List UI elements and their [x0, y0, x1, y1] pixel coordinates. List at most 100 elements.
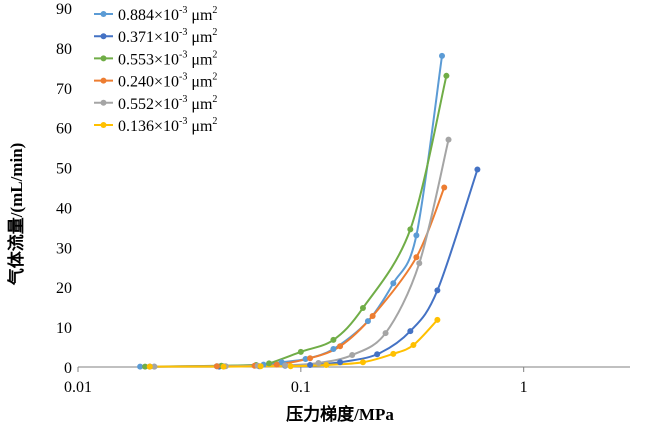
series-line-2	[149, 169, 479, 368]
legend-item: 0.371×10-3 μm2	[94, 27, 217, 46]
legend-label-exponent: -3	[179, 5, 187, 16]
legend-marker	[100, 77, 107, 84]
data-point	[337, 359, 344, 366]
data-point	[434, 287, 441, 294]
legend-label-unit: μm	[187, 51, 213, 68]
legend-label-main: 0.371×10	[118, 29, 179, 46]
y-tick-label: 10	[56, 320, 72, 337]
series-line-6	[149, 319, 439, 368]
data-point	[445, 136, 452, 143]
y-tick-label: 40	[56, 200, 72, 217]
legend-label-unit-exponent: 2	[212, 72, 217, 83]
data-point	[307, 362, 314, 369]
legend-item: 0.552×10-3 μm2	[94, 94, 217, 113]
y-tick-label: 0	[64, 360, 72, 377]
data-point	[369, 312, 376, 319]
legend-item: 0.884×10-3 μm2	[94, 5, 217, 24]
data-point	[220, 363, 227, 370]
legend-label-unit: μm	[187, 7, 213, 24]
data-point	[390, 350, 397, 357]
legend-item: 0.553×10-3 μm2	[94, 49, 217, 68]
data-point	[441, 184, 448, 191]
legend-label-exponent: -3	[179, 116, 187, 127]
legend-label-main: 0.136×10	[118, 118, 179, 135]
legend-label-unit-exponent: 2	[212, 49, 217, 60]
legend-label-unit-exponent: 2	[212, 27, 217, 38]
data-point	[407, 226, 414, 233]
legend-label-unit: μm	[187, 118, 213, 135]
x-tick-label: 0.1	[291, 379, 311, 396]
legend-item: 0.240×10-3 μm2	[94, 72, 217, 91]
legend-label-unit: μm	[187, 29, 213, 46]
legend-label: 0.884×10-3 μm2	[118, 5, 217, 24]
x-tick-label: 1	[520, 379, 528, 396]
legend-label-unit: μm	[187, 74, 213, 91]
data-point	[257, 363, 264, 370]
data-point	[337, 343, 344, 350]
data-point	[359, 359, 366, 366]
data-point	[323, 362, 330, 369]
legend-label-exponent: -3	[179, 94, 187, 105]
y-tick-label: 50	[56, 161, 72, 178]
data-point	[443, 72, 450, 79]
x-tick-label: 0.01	[64, 379, 92, 396]
data-point	[359, 304, 366, 311]
legend-marker	[100, 33, 107, 40]
data-point	[439, 52, 446, 59]
x-axis-title: 压力梯度/MPa	[286, 404, 394, 424]
data-point	[307, 355, 314, 362]
legend-label-main: 0.884×10	[118, 7, 179, 24]
data-point	[364, 318, 371, 325]
data-point	[151, 363, 158, 370]
data-point	[330, 336, 337, 343]
data-point	[349, 352, 356, 359]
data-point	[413, 254, 420, 261]
legend-item: 0.136×10-3 μm2	[94, 116, 217, 135]
series-line-5	[154, 139, 450, 368]
y-tick-label: 60	[56, 121, 72, 138]
legend-label-unit-exponent: 2	[212, 5, 217, 16]
legend-label-exponent: -3	[179, 27, 187, 38]
data-point	[474, 166, 481, 173]
legend-marker	[100, 99, 107, 106]
data-point	[315, 360, 322, 367]
legend-label-main: 0.240×10	[118, 74, 179, 91]
data-point	[142, 363, 149, 370]
legend-label: 0.553×10-3 μm2	[118, 49, 217, 68]
data-point	[330, 346, 337, 353]
data-point	[410, 342, 417, 349]
data-point	[273, 361, 280, 368]
data-point	[434, 316, 441, 323]
legend-label-unit-exponent: 2	[212, 116, 217, 127]
legend-label: 0.371×10-3 μm2	[118, 27, 217, 46]
legend-label-main: 0.552×10	[118, 96, 179, 113]
legend-label-unit: μm	[187, 96, 213, 113]
data-point	[297, 348, 304, 355]
data-point	[282, 362, 289, 369]
data-point	[390, 280, 397, 287]
data-point	[407, 328, 414, 335]
legend-marker	[100, 11, 107, 17]
legend-marker	[100, 122, 107, 128]
y-axis-title: 气体流量/(mL/min)	[6, 143, 26, 287]
data-point	[266, 360, 273, 367]
data-point	[302, 356, 309, 363]
y-tick-label: 90	[56, 1, 72, 18]
legend-label: 0.136×10-3 μm2	[118, 116, 217, 135]
data-point	[213, 363, 220, 370]
data-point	[374, 351, 381, 358]
data-point	[413, 232, 420, 239]
y-tick-label: 70	[56, 81, 72, 98]
legend-label-unit-exponent: 2	[212, 94, 217, 105]
legend-label-exponent: -3	[179, 49, 187, 60]
axes	[77, 366, 630, 372]
data-point	[382, 330, 389, 337]
legend-label: 0.552×10-3 μm2	[118, 94, 217, 113]
legend-label: 0.240×10-3 μm2	[118, 72, 217, 91]
y-tick-label: 80	[56, 41, 72, 58]
series-points	[137, 52, 481, 370]
data-point	[287, 363, 294, 370]
data-point	[416, 260, 423, 267]
data-point	[146, 363, 153, 370]
